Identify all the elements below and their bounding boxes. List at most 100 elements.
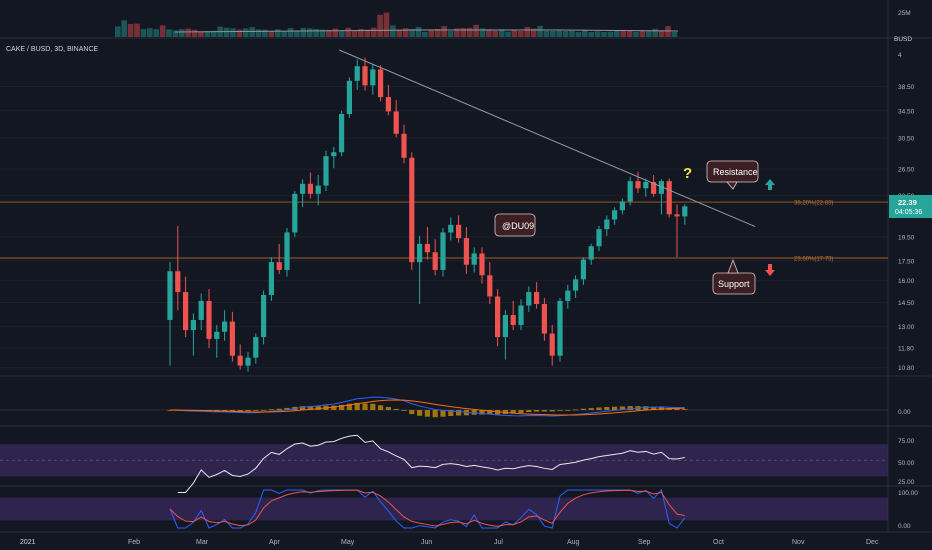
candle-body (292, 193, 298, 233)
candle[interactable] (666, 178, 672, 218)
descending-trendline[interactable] (339, 49, 756, 228)
volume-bar (479, 28, 486, 37)
candle-body (346, 80, 352, 114)
macd-histogram-bar (315, 406, 321, 410)
support-callout[interactable]: Support (712, 258, 756, 295)
candle[interactable] (424, 226, 430, 260)
candle[interactable] (393, 100, 399, 138)
volume-bar (383, 12, 390, 37)
candle[interactable] (651, 175, 657, 197)
candle-body (424, 243, 430, 253)
candle[interactable] (682, 204, 688, 225)
volume-bar (658, 30, 665, 37)
candle[interactable] (300, 179, 306, 208)
volume-bar (575, 32, 582, 37)
question-mark-icon: ? (683, 165, 692, 182)
candle[interactable] (214, 324, 220, 358)
candle[interactable] (643, 178, 649, 197)
candle[interactable] (167, 262, 173, 366)
candle[interactable] (510, 300, 516, 331)
candle[interactable] (565, 284, 571, 309)
candle[interactable] (549, 324, 555, 366)
candle[interactable] (534, 282, 540, 309)
candle[interactable] (612, 207, 618, 225)
candle[interactable] (448, 217, 454, 241)
macd-histogram-bar (502, 410, 508, 415)
candle[interactable] (237, 344, 243, 370)
candle[interactable] (557, 297, 563, 362)
candle-body (167, 271, 173, 320)
candle[interactable] (229, 311, 235, 362)
candle[interactable] (479, 247, 485, 284)
candle[interactable] (518, 299, 524, 331)
candle-body (378, 69, 384, 98)
candle[interactable] (596, 225, 602, 252)
candle-body (471, 253, 477, 265)
support-pointer (727, 258, 739, 274)
candle[interactable] (198, 293, 204, 331)
candlestick-series[interactable] (167, 57, 688, 372)
candle[interactable] (307, 172, 313, 199)
candle[interactable] (378, 65, 384, 102)
candle[interactable] (292, 191, 298, 237)
candle[interactable] (409, 152, 415, 270)
candle[interactable] (385, 84, 391, 116)
volume-bar (326, 29, 332, 37)
candle[interactable] (222, 310, 228, 341)
candle[interactable] (495, 289, 501, 347)
candle[interactable] (268, 257, 274, 301)
candle[interactable] (456, 215, 462, 243)
candle[interactable] (354, 59, 360, 90)
candle[interactable] (417, 235, 423, 305)
candle[interactable] (541, 297, 547, 341)
candle[interactable] (323, 150, 329, 192)
volume-bar (185, 28, 191, 37)
candle[interactable] (604, 215, 610, 236)
macd-histogram-bar (479, 410, 485, 415)
candle[interactable] (588, 243, 594, 265)
candle[interactable] (190, 313, 196, 356)
candle[interactable] (674, 204, 680, 258)
candle[interactable] (261, 290, 267, 345)
candle[interactable] (619, 198, 625, 215)
candle-body (190, 319, 196, 331)
candle[interactable] (580, 257, 586, 285)
volume-bar (486, 29, 492, 37)
price-axis[interactable]: BUSD 4 (894, 36, 912, 59)
candle[interactable] (526, 286, 532, 312)
candle[interactable] (339, 110, 345, 157)
volume-bar (409, 29, 415, 37)
candle[interactable] (245, 351, 251, 372)
candle[interactable] (253, 333, 259, 364)
candle[interactable] (370, 64, 376, 95)
candle[interactable] (276, 243, 282, 274)
candle[interactable] (401, 124, 407, 164)
candle[interactable] (635, 171, 641, 193)
candle[interactable] (627, 176, 633, 206)
candle[interactable] (331, 146, 337, 169)
rsi-indicator (0, 434, 888, 493)
candle[interactable] (463, 226, 469, 274)
candle[interactable] (487, 262, 493, 305)
candle[interactable] (183, 276, 189, 338)
resistance-callout[interactable]: Resistance (706, 160, 759, 190)
candle[interactable] (573, 275, 579, 298)
candle[interactable] (362, 57, 368, 91)
candle[interactable] (502, 310, 508, 360)
candle[interactable] (206, 289, 212, 349)
candle[interactable] (440, 228, 446, 277)
volume-bar (460, 28, 467, 37)
candle[interactable] (346, 77, 352, 118)
macd-histogram-bar (393, 408, 399, 410)
volume-bar (306, 28, 313, 37)
candle[interactable] (432, 239, 438, 276)
candle[interactable] (284, 228, 290, 277)
time-axis[interactable]: 2021 Feb Mar Apr May Jun Jul Aug Sep Oct… (20, 539, 879, 546)
macd-histogram-bar (307, 406, 313, 410)
candle[interactable] (471, 247, 477, 273)
candle[interactable] (315, 175, 321, 206)
volume-bar (441, 26, 447, 37)
candle[interactable] (175, 225, 181, 311)
candle[interactable] (658, 179, 664, 215)
